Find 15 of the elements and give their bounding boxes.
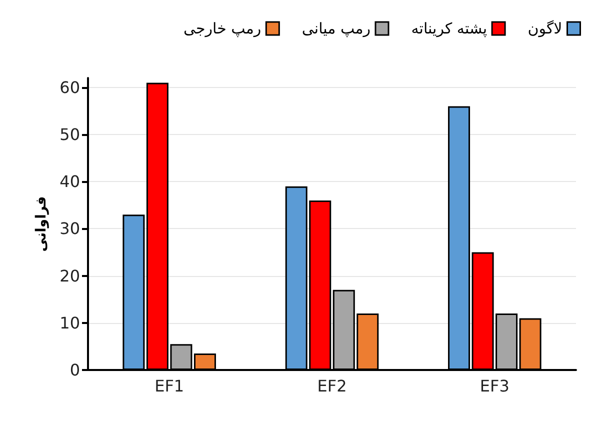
x-tick-label: EF3 [480, 376, 510, 396]
y-axis-title: فراوانی [34, 196, 50, 252]
legend-label: لاگون [528, 20, 562, 38]
legend-label: رمپ میانی [302, 20, 370, 38]
y-tick-label: 20 [60, 266, 80, 286]
x-tick-label: EF2 [317, 376, 347, 396]
x-tick-label: EF1 [154, 376, 184, 396]
legend-label: رمپ خارجی [184, 20, 262, 38]
y-tick-label: 40 [60, 172, 80, 192]
y-tick-label: 50 [60, 125, 80, 144]
y-tick-label: 0 [70, 360, 80, 380]
y-tick-label: 60 [60, 78, 80, 97]
y-tick-label: 10 [60, 313, 80, 332]
legend-label: پشته کریناته [411, 20, 488, 38]
y-tick-label: 30 [60, 219, 80, 238]
